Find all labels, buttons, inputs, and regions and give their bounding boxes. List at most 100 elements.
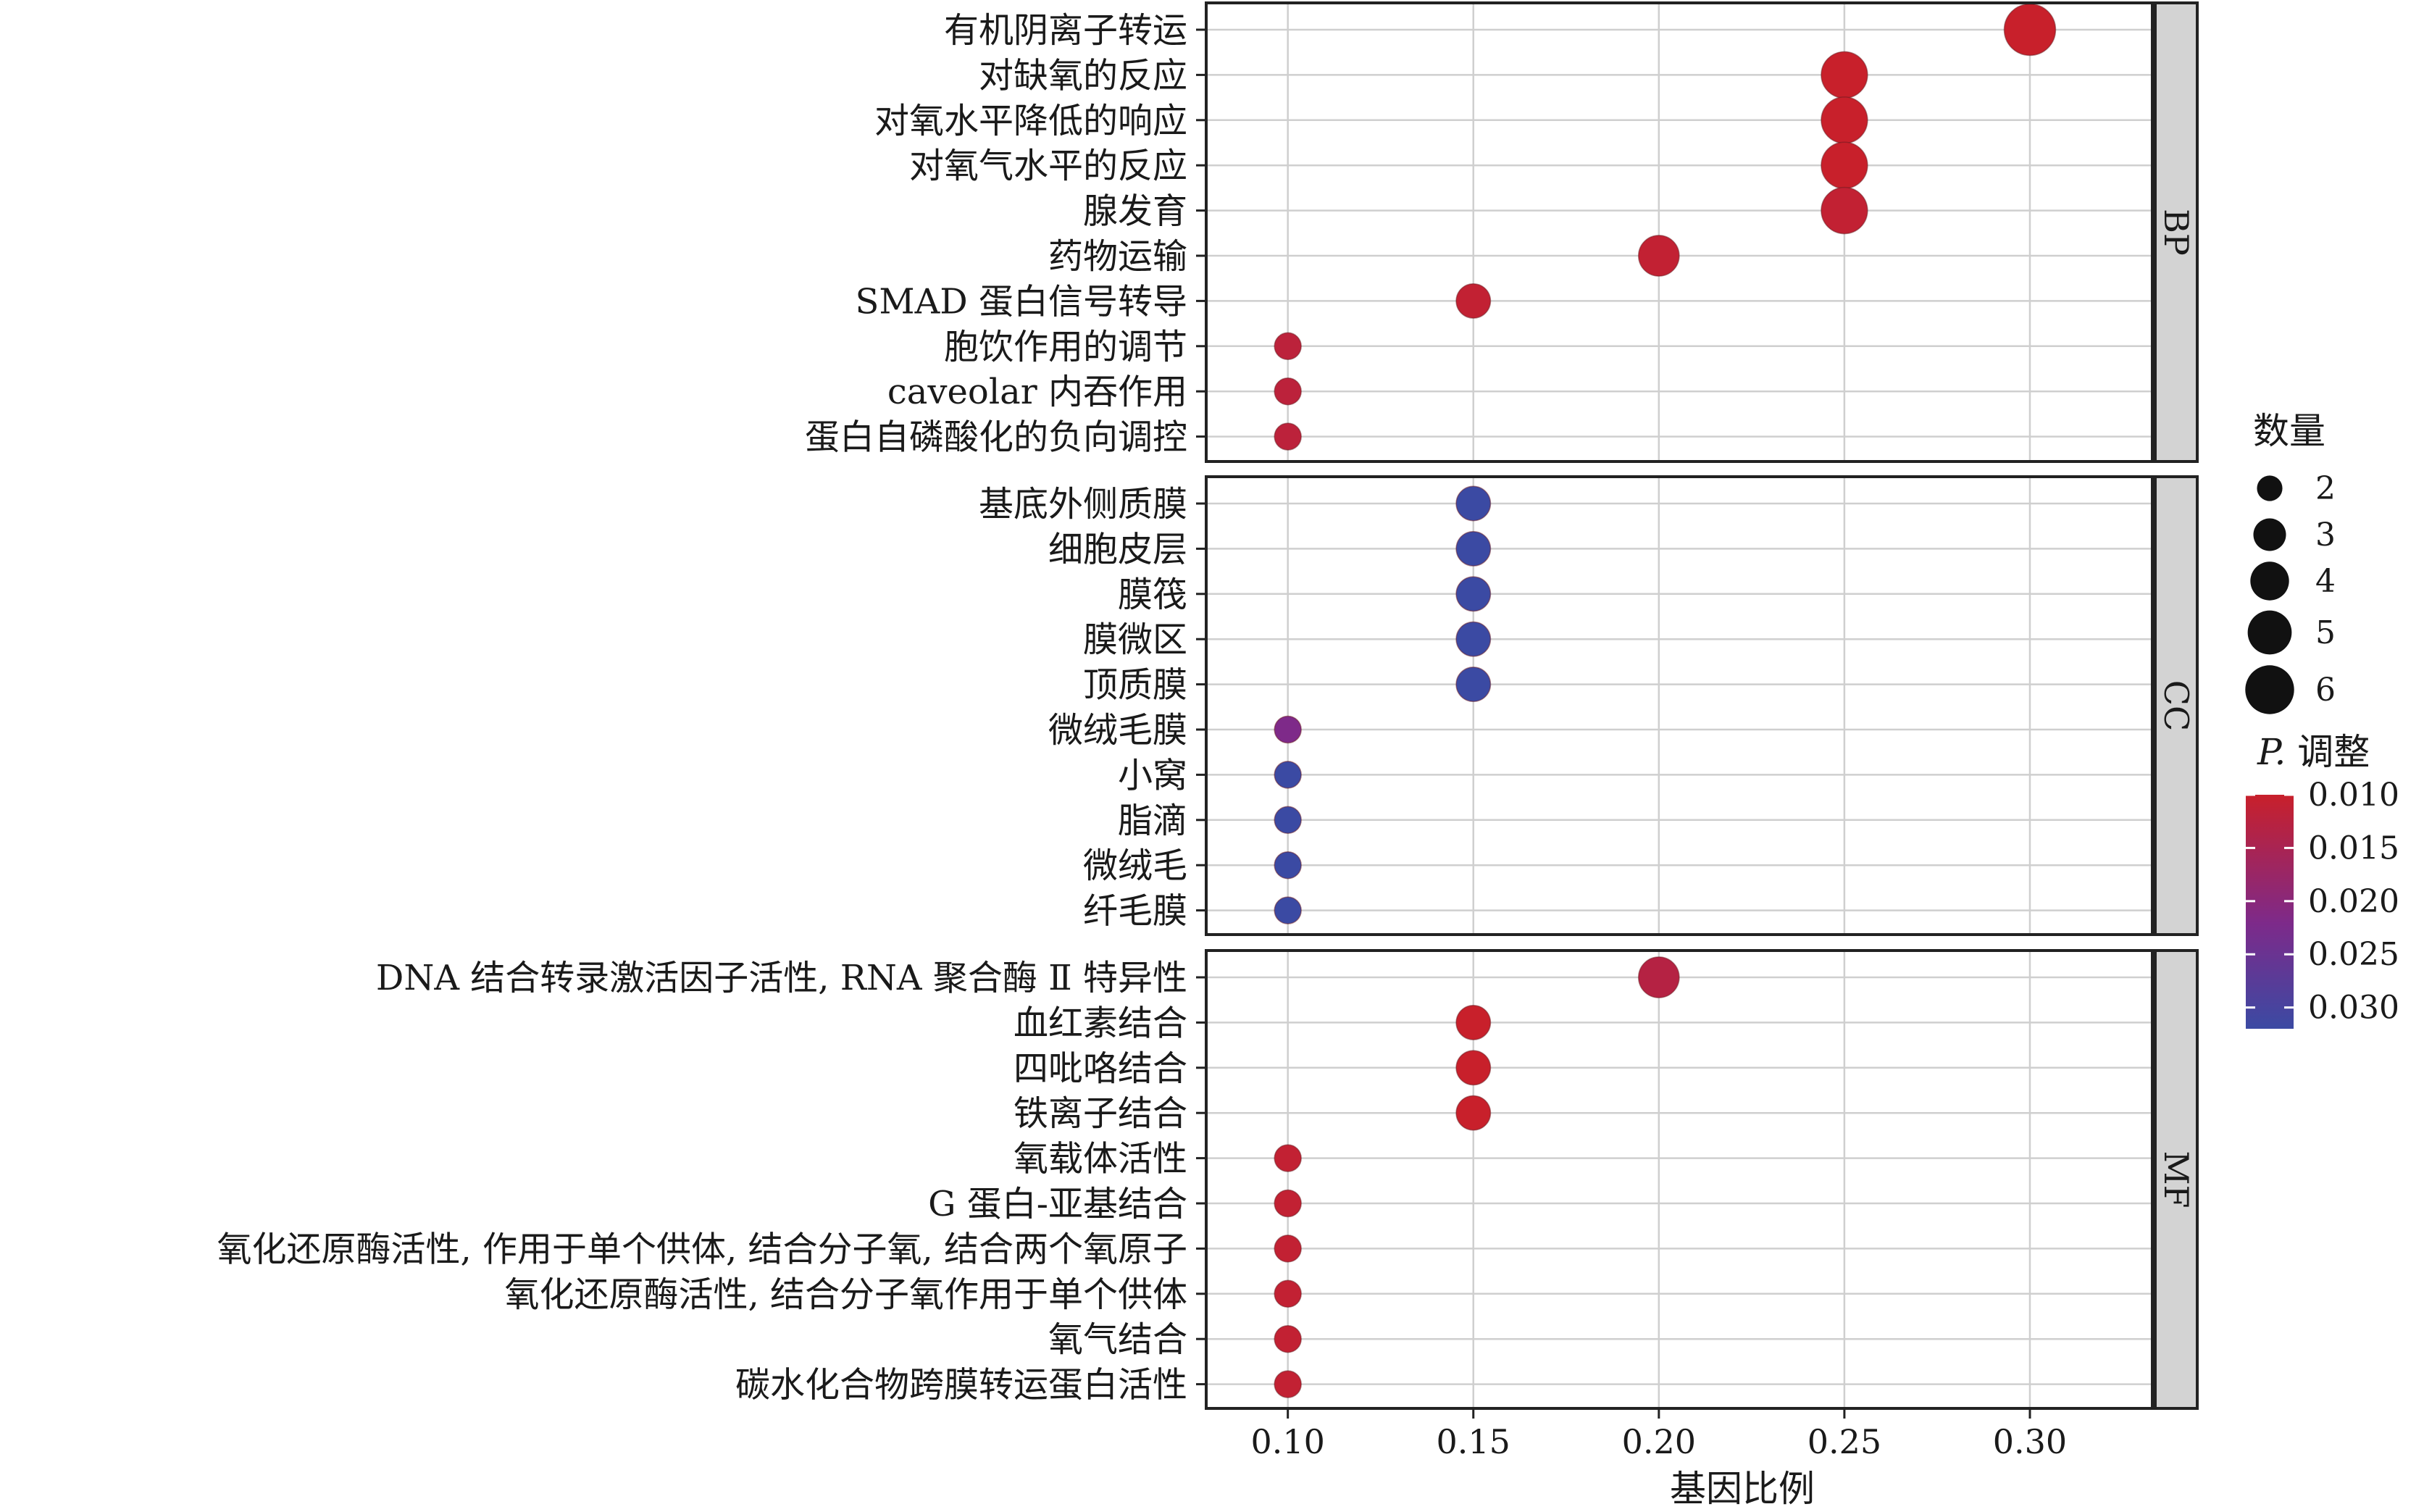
x-axis-title: 基因比例 xyxy=(1670,1468,1815,1510)
category-label: 有机阴离子转运 xyxy=(944,10,1187,51)
data-point xyxy=(1274,1324,1302,1353)
data-point xyxy=(1274,761,1302,789)
category-label: 纤毛膜 xyxy=(1083,891,1187,932)
color-legend-title-italic: P. xyxy=(2257,731,2286,773)
data-point xyxy=(1455,530,1492,567)
data-point xyxy=(1455,667,1492,703)
data-point xyxy=(1274,1189,1302,1218)
x-tick-label: 0.25 xyxy=(1807,1422,1881,1461)
category-label: caveolar 内吞作用 xyxy=(887,372,1187,412)
size-legend: 2 3 4 5 6 xyxy=(2245,470,2336,714)
data-point xyxy=(1274,1144,1302,1172)
facet-strip-label: CC xyxy=(2157,680,2196,731)
category-label: 微绒毛 xyxy=(1083,845,1187,886)
data-point xyxy=(1455,485,1492,522)
size-legend-label: 4 xyxy=(2315,563,2336,600)
facet-panels: 有机阴离子转运对缺氧的反应对氧水平降低的响应对氧气水平的反应腺发育药物运输SMA… xyxy=(217,1,2199,1410)
size-legend-key xyxy=(2245,665,2294,714)
category-label: 基底外侧质膜 xyxy=(979,484,1187,525)
size-legend-label: 6 xyxy=(2315,672,2336,709)
category-label: 小窝 xyxy=(1118,755,1187,795)
category-label: 微绒毛膜 xyxy=(1048,710,1187,751)
color-legend-label: 0.010 xyxy=(2308,777,2399,814)
category-label: 腺发育 xyxy=(1083,191,1187,232)
data-point xyxy=(1274,896,1302,924)
color-legend-title: P. 调整 xyxy=(2257,731,2370,773)
size-legend-key xyxy=(2253,518,2286,551)
x-tick-label: 0.15 xyxy=(1437,1422,1510,1461)
data-point xyxy=(2003,3,2057,57)
data-point xyxy=(1455,1004,1492,1040)
data-point xyxy=(1274,422,1302,451)
data-point xyxy=(1455,1095,1492,1131)
data-point xyxy=(1637,956,1680,998)
data-point xyxy=(1274,332,1302,361)
category-label: 铁离子结合 xyxy=(1014,1093,1187,1134)
category-label: 脂滴 xyxy=(1118,801,1187,841)
data-point xyxy=(1274,1279,1302,1308)
category-label: 氧气结合 xyxy=(1048,1319,1187,1360)
x-axis: 0.10 0.15 0.20 0.25 0.30 xyxy=(1250,1408,2067,1461)
category-label: 顶质膜 xyxy=(1083,665,1187,706)
category-label: 氧化还原酶活性, 作用于单个供体, 结合分子氧, 结合两个氧原子 xyxy=(217,1229,1187,1269)
data-point xyxy=(1821,51,1868,99)
size-legend-label: 3 xyxy=(2315,517,2336,554)
data-point xyxy=(1455,283,1492,319)
data-point xyxy=(1274,377,1302,406)
data-point xyxy=(1274,1370,1302,1398)
category-label: 血红素结合 xyxy=(1014,1003,1187,1043)
category-label: 药物运输 xyxy=(1048,236,1187,277)
category-label: 氧化还原酶活性, 结合分子氧作用于单个供体 xyxy=(504,1274,1187,1315)
size-legend-label: 2 xyxy=(2315,470,2336,507)
category-label: 对氧水平降低的响应 xyxy=(874,101,1187,141)
legend: 数量 2 3 4 5 6 P. 调整 0.010 0.015 0.020 0.025 0.030 xyxy=(2245,410,2399,1029)
facet-strip-label: MF xyxy=(2157,1150,2196,1208)
size-legend-key xyxy=(2257,475,2283,501)
category-label: 胞饮作用的调节 xyxy=(944,327,1187,367)
facet-strip xyxy=(2154,475,2199,936)
data-point xyxy=(1455,1050,1492,1086)
category-label: 对缺氧的反应 xyxy=(979,55,1187,96)
category-label: 膜微区 xyxy=(1083,619,1187,660)
category-label: G 蛋白-亚基结合 xyxy=(928,1184,1187,1224)
color-legend-ticks: 0.010 0.015 0.020 0.025 0.030 xyxy=(2246,777,2399,1027)
color-legend-title-rest: 调整 xyxy=(2286,731,2370,773)
color-legend-label: 0.030 xyxy=(2308,990,2399,1027)
x-tick-label: 0.20 xyxy=(1622,1422,1696,1461)
color-legend-label: 0.020 xyxy=(2308,883,2399,920)
category-label: 氧载体活性 xyxy=(1014,1139,1187,1179)
x-tick-label: 0.10 xyxy=(1250,1422,1324,1461)
data-point xyxy=(1274,1235,1302,1263)
size-legend-key xyxy=(2250,561,2289,601)
color-legend-bar xyxy=(2246,795,2294,1029)
facet-panel-bp: 有机阴离子转运对缺氧的反应对氧水平降低的响应对氧气水平的反应腺发育药物运输SMA… xyxy=(805,1,2199,463)
color-legend-label: 0.015 xyxy=(2308,830,2399,866)
data-point xyxy=(1274,806,1302,835)
category-label: 膜筏 xyxy=(1118,575,1187,615)
category-label: DNA 结合转录激活因子活性, RNA 聚合酶 Ⅱ 特异性 xyxy=(376,958,1187,998)
panel-border xyxy=(1205,949,2154,1410)
panel-border xyxy=(1205,475,2154,936)
facet-panel-mf: DNA 结合转录激活因子活性, RNA 聚合酶 Ⅱ 特异性血红素结合四吡咯结合铁… xyxy=(217,949,2199,1410)
data-point xyxy=(1455,576,1492,612)
data-point xyxy=(1821,96,1868,144)
data-point xyxy=(1821,186,1868,235)
data-point xyxy=(1455,621,1492,657)
x-tick-label: 0.30 xyxy=(1993,1422,2067,1461)
facet-strip xyxy=(2154,1,2199,463)
category-label: 碳水化合物跨膜转运蛋白活性 xyxy=(735,1365,1187,1406)
category-label: 四吡咯结合 xyxy=(1014,1048,1187,1089)
color-legend-label: 0.025 xyxy=(2308,936,2399,973)
data-point xyxy=(1274,715,1302,744)
data-point xyxy=(1637,235,1680,277)
size-legend-key xyxy=(2247,610,2292,655)
category-label: 蛋白自磷酸化的负向调控 xyxy=(805,417,1187,458)
category-label: SMAD 蛋白信号转导 xyxy=(856,281,1187,322)
panel-border xyxy=(1205,1,2154,463)
category-label: 细胞皮层 xyxy=(1048,529,1187,569)
size-legend-title: 数量 xyxy=(2253,410,2325,452)
data-point xyxy=(1821,141,1868,189)
data-point xyxy=(1274,851,1302,880)
